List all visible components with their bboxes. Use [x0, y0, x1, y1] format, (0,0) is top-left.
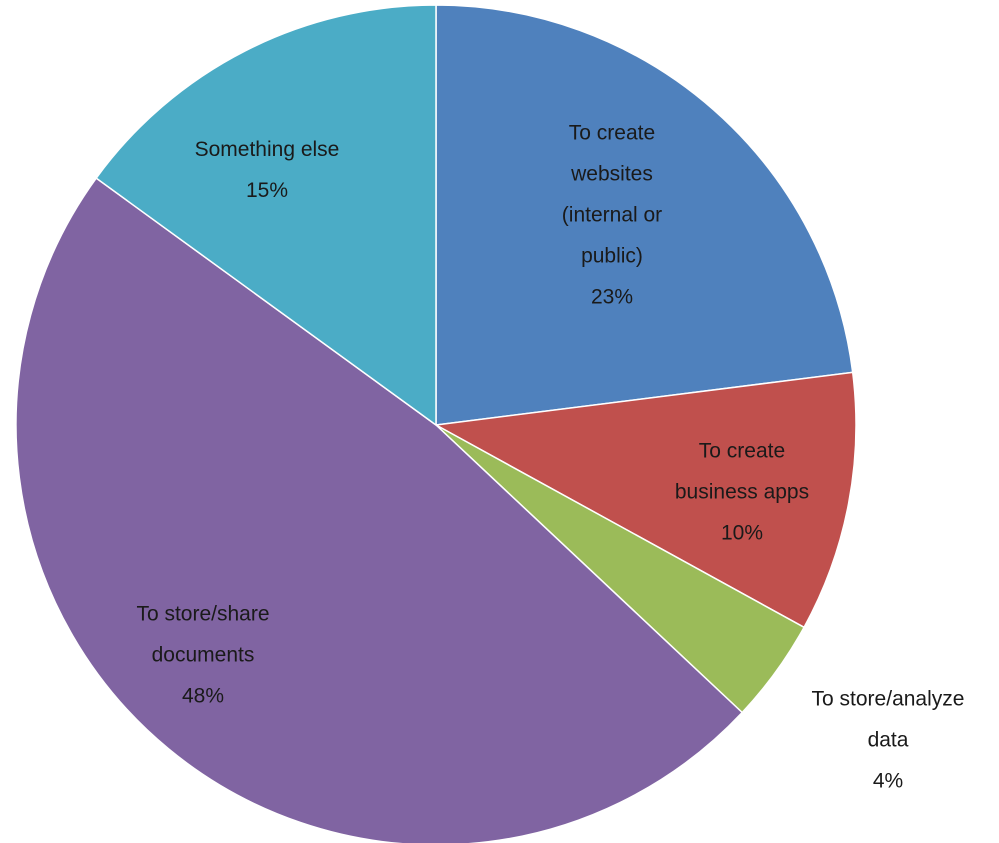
- slice-label: To store/analyze data 4%: [793, 679, 983, 802]
- slice-label: To create websites (internal or public) 2…: [542, 113, 682, 318]
- value-label: 23%: [590, 285, 634, 309]
- pie-slice: [15, 177, 744, 843]
- pie-slice: [95, 4, 437, 427]
- category-label: Something else: [194, 138, 340, 161]
- category-label: To store/share documents: [136, 602, 270, 667]
- value-label: 4%: [872, 769, 904, 793]
- pie-slice: [433, 371, 857, 629]
- slice-label: To store/share documents 48%: [116, 594, 291, 717]
- slice-label: To create business apps 10%: [662, 431, 822, 554]
- category-label: To create websites (internal or public): [561, 121, 663, 268]
- pie-slice: [435, 4, 854, 426]
- category-label: To store/analyze data: [811, 687, 965, 752]
- value-label: 48%: [181, 684, 225, 708]
- value-label: 10%: [720, 521, 764, 545]
- value-label: 15%: [245, 179, 289, 202]
- category-label: To create business apps: [674, 439, 810, 504]
- slice-label: Something else 15%: [152, 129, 382, 211]
